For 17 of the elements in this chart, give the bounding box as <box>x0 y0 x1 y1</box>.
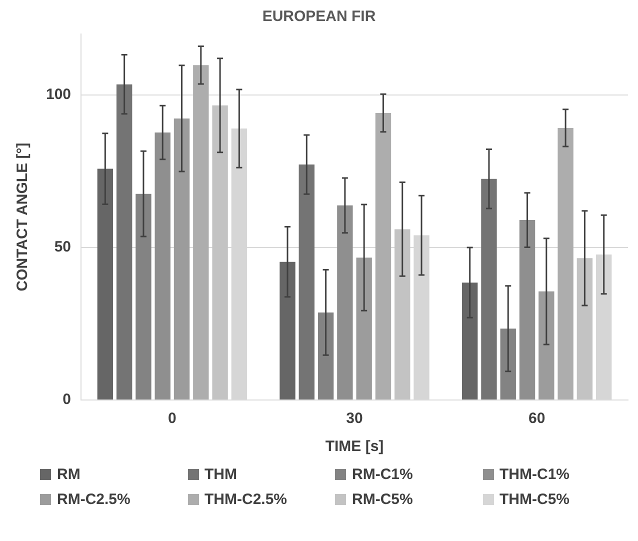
legend-label: THM-C2.5% <box>204 491 288 508</box>
chart-title: EUROPEAN FIR <box>262 8 376 26</box>
legend-label: THM-C5% <box>500 491 570 508</box>
legend-label: THM-C1% <box>500 466 570 483</box>
x-axis-title: TIME [s] <box>325 438 384 456</box>
legend-label: THM <box>204 466 237 483</box>
x-tick-label: 0 <box>168 410 176 428</box>
x-tick-label: 60 <box>528 410 546 428</box>
legend-label: RM-C2.5% <box>57 491 130 508</box>
legend-label: RM-C1% <box>352 466 413 483</box>
y-axis-title: CONTACT ANGLE [°] <box>14 142 32 292</box>
y-tick-label: 0 <box>62 391 72 408</box>
y-tick-label: 50 <box>54 238 72 256</box>
legend-label: RM <box>57 466 80 483</box>
x-tick-label: 30 <box>346 410 363 428</box>
legend-label: RM-C5% <box>352 491 413 508</box>
y-tick-label: 100 <box>46 86 72 104</box>
